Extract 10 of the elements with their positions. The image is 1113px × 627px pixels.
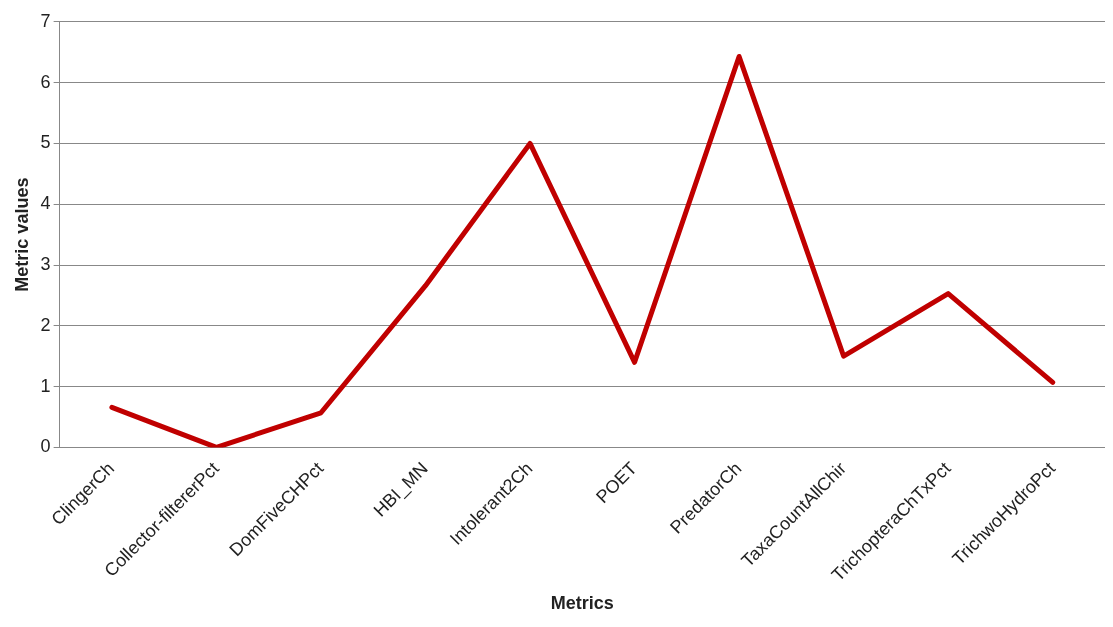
y-tick-label: 5 bbox=[40, 132, 51, 153]
y-tick-label: 7 bbox=[40, 10, 51, 31]
y-tick-label: 1 bbox=[40, 375, 51, 396]
y-tick-label: 3 bbox=[40, 253, 51, 274]
y-axis-title: Metric values bbox=[11, 177, 32, 292]
y-tick-label: 0 bbox=[40, 436, 51, 457]
y-tick-label: 4 bbox=[40, 193, 51, 214]
y-tick-label: 2 bbox=[40, 314, 51, 335]
y-tick-label: 6 bbox=[40, 71, 51, 92]
x-axis-title: Metrics bbox=[550, 593, 614, 614]
